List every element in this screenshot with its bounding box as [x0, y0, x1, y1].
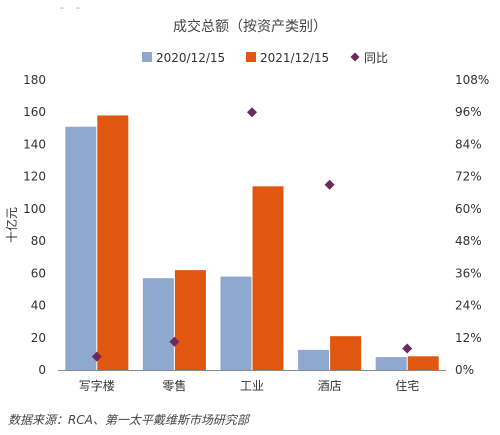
top-decoration	[0, 0, 500, 9]
legend-label-1: 2021/12/15	[260, 51, 329, 65]
y2-tick-label: 84%	[455, 137, 482, 151]
decorative-dots	[60, 7, 80, 9]
bar-2021-3	[330, 336, 362, 370]
y-tick-label: 120	[23, 170, 46, 184]
legend-swatch-yoy	[350, 52, 360, 62]
yoy-marker-1	[169, 336, 180, 347]
y-tick-label: 80	[31, 234, 46, 248]
bar-2020-0	[65, 126, 97, 370]
bar-2020-1	[142, 278, 174, 370]
bar-2021-1	[174, 270, 206, 370]
legend-label-yoy: 同比	[364, 51, 388, 65]
yoy-marker-3	[324, 179, 335, 190]
y-tick-label: 20	[31, 331, 46, 345]
y2-tick-label: 60%	[455, 202, 482, 216]
y2-tick-label: 24%	[455, 299, 482, 313]
source-note: 数据来源：RCA、第一太平戴维斯市场研究部	[8, 413, 249, 427]
y2-tick-label: 0%	[455, 363, 474, 377]
yoy-marker-0	[91, 351, 102, 362]
bar-2021-0	[97, 115, 129, 370]
bar-2021-2	[252, 186, 284, 370]
x-category-label: 住宅	[395, 378, 419, 393]
bar-2020-4	[375, 357, 407, 370]
legend-label-0: 2020/12/15	[156, 51, 225, 65]
y-tick-label: 160	[23, 105, 46, 119]
y2-tick-label: 48%	[455, 234, 482, 248]
y-axis-title: 十亿元	[4, 207, 19, 243]
legend-swatch-1	[246, 52, 256, 62]
y-tick-label: 140	[23, 137, 46, 151]
y2-tick-label: 72%	[455, 170, 482, 184]
bar-2020-3	[298, 349, 330, 370]
y-tick-label: 40	[31, 299, 46, 313]
y-tick-label: 100	[23, 202, 46, 216]
x-category-label: 写字楼	[79, 378, 115, 393]
bar-2020-2	[220, 276, 252, 370]
y-tick-label: 0	[38, 363, 46, 377]
y-tick-label: 60	[31, 266, 46, 280]
yoy-marker-4	[402, 343, 413, 354]
y2-tick-label: 36%	[455, 266, 482, 280]
chart-title: 成交总额（按资产类别）	[173, 19, 327, 35]
y2-tick-label: 12%	[455, 331, 482, 345]
legend-swatch-0	[142, 52, 152, 62]
x-category-label: 工业	[240, 379, 264, 393]
x-category-label: 酒店	[318, 379, 342, 393]
x-category-label: 零售	[162, 378, 186, 393]
y-tick-label: 180	[23, 73, 46, 87]
yoy-marker-2	[247, 107, 257, 118]
bar-2021-4	[407, 356, 439, 370]
y2-tick-label: 108%	[455, 73, 489, 87]
y2-tick-label: 96%	[455, 105, 482, 119]
